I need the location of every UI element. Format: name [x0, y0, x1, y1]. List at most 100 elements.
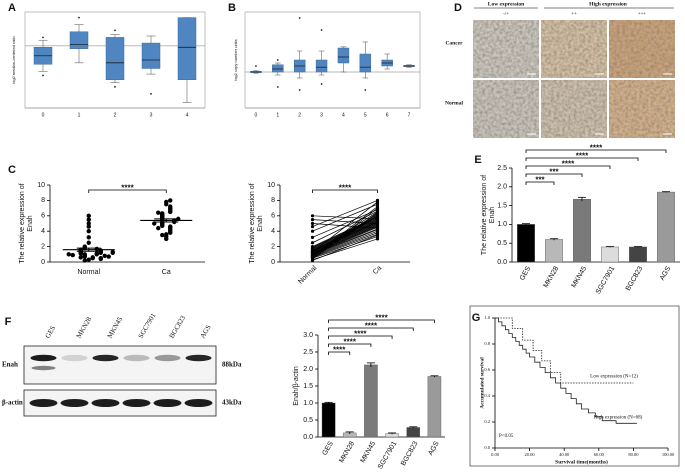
significance-label: ****: [344, 338, 357, 347]
band-name: Enah: [2, 361, 18, 369]
blot-band: [185, 354, 212, 362]
data-point: [98, 256, 103, 262]
pair-line: [312, 209, 378, 238]
blot-strip: [23, 345, 217, 385]
box: [105, 37, 125, 81]
lane-label: BGC823: [168, 314, 188, 340]
blot-band: [122, 399, 151, 407]
lane-label: SGC7901: [137, 311, 158, 339]
x-tick-label: 4: [186, 112, 189, 118]
y-tick-label: 2: [271, 243, 275, 250]
pair-line: [312, 212, 378, 260]
y-tick-label: 8: [41, 197, 45, 204]
pair-line: [312, 234, 378, 261]
x-tick-label: 7: [408, 112, 411, 118]
significance-label: ****: [333, 346, 346, 355]
data-point: [168, 204, 173, 209]
data-point: [160, 232, 165, 238]
panel-letter: F: [5, 316, 12, 328]
bar: [517, 224, 535, 263]
y-tick-label: 6: [271, 213, 275, 220]
pair-line: [312, 200, 378, 227]
y-axis-label: The relative expression of: [19, 183, 26, 263]
x-tick-label: MKN45: [360, 440, 378, 464]
data-point: [160, 211, 165, 216]
pair-line: [312, 211, 378, 254]
y-tick-label: 4: [271, 228, 275, 235]
significance-label: ****: [590, 144, 603, 153]
y-tick-label: 2: [41, 243, 45, 250]
data-point: [94, 246, 99, 252]
data-point: [310, 258, 315, 263]
lane-label: AGS: [199, 324, 213, 340]
data-point: [375, 198, 380, 202]
data-point: [78, 255, 83, 260]
outlier: [255, 65, 257, 67]
panel-letter: G: [472, 312, 481, 324]
y-tick-label: 0.5: [303, 417, 313, 424]
ihc-row-label: Cancer: [445, 40, 463, 46]
x-tick-label: 0.00: [491, 452, 500, 457]
ihc-texture: [473, 80, 539, 138]
outlier: [276, 59, 279, 61]
data-point: [310, 214, 315, 218]
bar: [629, 246, 647, 263]
x-tick-label: GES: [519, 265, 533, 282]
y-tick-label: 1.5: [497, 202, 507, 209]
outlier: [320, 29, 323, 31]
ihc-grade: -/+: [503, 12, 509, 17]
data-point: [164, 199, 169, 205]
y-tick-label: 0.8: [484, 341, 490, 346]
x-tick-label: 20.00: [525, 452, 536, 457]
bar: [406, 427, 421, 438]
blot-band: [91, 399, 120, 407]
y-tick-label: 0.0: [484, 445, 490, 450]
significance-bracket: [328, 351, 351, 355]
x-tick-label: BGC823: [625, 265, 645, 292]
significance-bracket: [525, 149, 667, 153]
data-point: [310, 255, 315, 259]
band-name: β-actin: [2, 399, 23, 407]
significance-bracket: [525, 165, 611, 169]
outlier: [78, 16, 80, 19]
box: [141, 42, 161, 69]
x-tick-label: 3: [320, 112, 323, 118]
x-tick-label: 40.00: [559, 452, 570, 457]
y-tick-label: 0: [271, 259, 275, 266]
y-tick-label: 0.5: [497, 240, 507, 247]
outlier: [320, 83, 323, 85]
data-point: [156, 210, 161, 215]
blot-band: [123, 354, 150, 362]
data-point: [310, 245, 315, 249]
blot-band: [154, 354, 181, 362]
outlier: [364, 89, 367, 91]
data-point: [164, 232, 169, 237]
data-point: [310, 241, 315, 245]
significance-label: ****: [354, 330, 367, 339]
data-point: [168, 224, 173, 229]
y-tick-label: 3.0: [303, 332, 313, 339]
outlier: [298, 89, 301, 91]
x-tick-label: MKN45: [571, 265, 589, 289]
bar: [364, 364, 378, 438]
data-point: [86, 217, 91, 222]
outlier: [150, 92, 152, 95]
bar: [601, 246, 619, 263]
data-point: [86, 229, 91, 234]
pair-line: [312, 201, 378, 253]
y-tick-label: 0.0: [303, 434, 313, 441]
data-point: [86, 240, 91, 245]
pair-line: [312, 219, 378, 224]
y-tick-label: 1.0: [484, 315, 490, 320]
ihc-texture: [609, 80, 675, 138]
x-tick-label: 100.00: [662, 452, 675, 457]
x-tick-label: GES: [321, 440, 335, 457]
panel-letter: B: [228, 2, 236, 14]
data-point: [86, 257, 91, 262]
data-point: [310, 221, 315, 226]
data-point: [106, 254, 111, 259]
ihc-texture: [473, 20, 539, 78]
x-tick-label: 0: [42, 112, 45, 118]
y-tick-label: 0.6: [484, 367, 490, 372]
